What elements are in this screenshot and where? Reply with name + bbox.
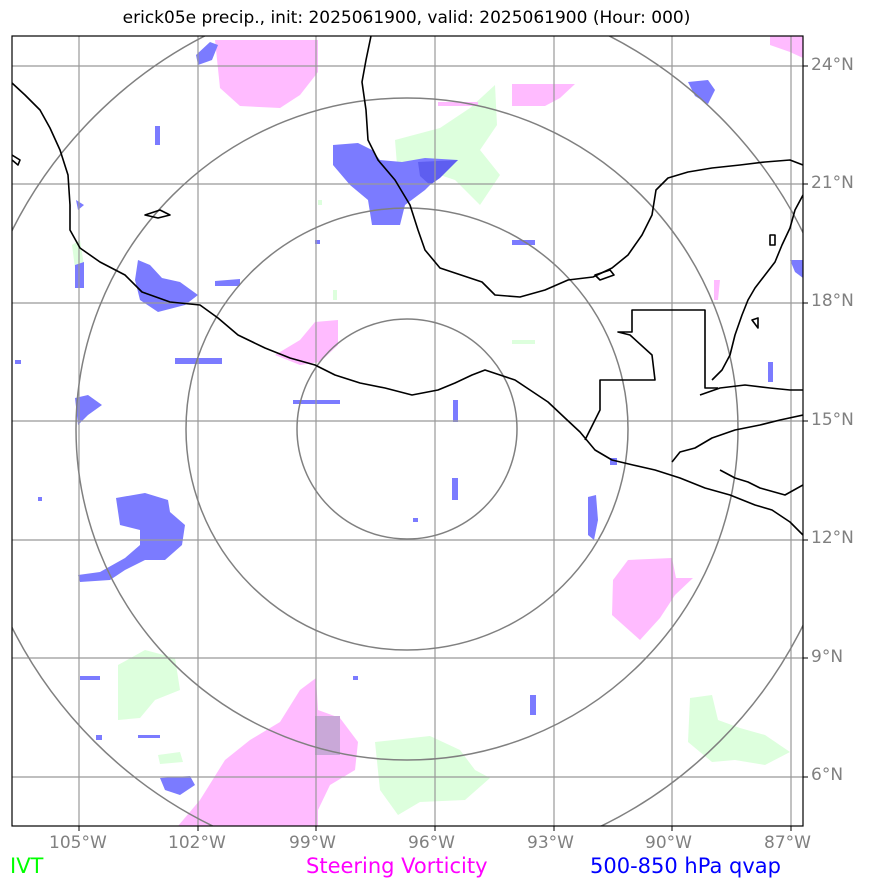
map-frame	[11, 35, 804, 827]
lat-label-21n: 21°N	[811, 173, 854, 193]
lon-label-87w: 87°W	[764, 833, 811, 853]
coastlines	[12, 36, 803, 536]
axis-ticks	[78, 65, 808, 831]
lon-label-96w: 96°W	[408, 833, 455, 853]
legend-ivt: IVT	[10, 854, 44, 878]
ivt-contours	[72, 85, 790, 815]
lat-label-12n: 12°N	[811, 528, 854, 548]
lat-label-18n: 18°N	[811, 291, 854, 311]
map-title: erick05e precip., init: 2025061900, vali…	[122, 8, 691, 28]
lat-label-24n: 24°N	[811, 55, 854, 75]
lat-label-9n: 9°N	[811, 647, 844, 667]
overlap-contour	[418, 160, 458, 185]
lon-label-90w: 90°W	[645, 833, 692, 853]
lat-label-15n: 15°N	[811, 410, 854, 430]
lat-label-6n: 6°N	[811, 765, 844, 785]
gridlines	[12, 36, 803, 826]
legend-qvap: 500-850 hPa qvap	[590, 854, 781, 878]
legend-steering-vorticity: Steering Vorticity	[306, 854, 488, 878]
lon-label-93w: 93°W	[527, 833, 574, 853]
vorticity-contours	[178, 36, 803, 826]
lon-label-99w: 99°W	[289, 833, 336, 853]
lon-label-102w: 102°W	[168, 833, 226, 853]
lon-label-105w: 105°W	[49, 833, 107, 853]
